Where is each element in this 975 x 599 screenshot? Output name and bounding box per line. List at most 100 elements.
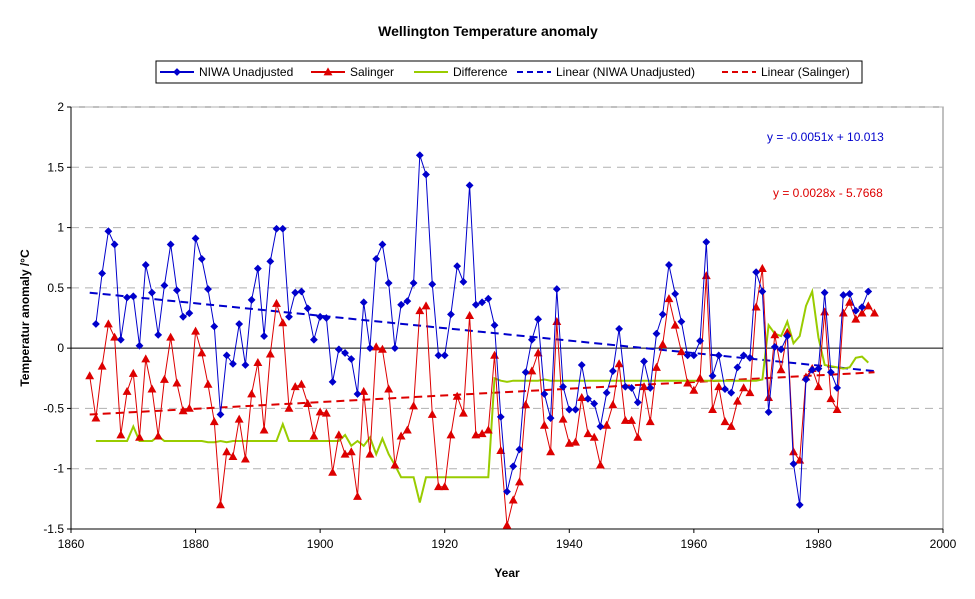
data-point <box>645 417 655 426</box>
data-point <box>141 261 150 269</box>
data-point <box>92 320 100 328</box>
series-difference <box>95 287 869 503</box>
data-point <box>689 351 698 360</box>
series-line <box>95 287 869 503</box>
data-point <box>515 445 524 454</box>
data-point <box>558 414 568 423</box>
data-point <box>98 269 107 278</box>
data-point <box>764 408 773 416</box>
y-tick-label: -1.5 <box>43 522 64 536</box>
data-point <box>670 320 680 329</box>
data-point <box>546 414 555 422</box>
data-point <box>384 279 393 287</box>
data-point <box>602 388 611 397</box>
data-point <box>695 373 705 382</box>
data-point <box>396 431 406 440</box>
data-point <box>197 348 207 357</box>
data-point <box>820 288 829 297</box>
data-point <box>751 302 761 311</box>
data-point <box>746 353 754 362</box>
data-point <box>110 332 120 341</box>
data-point <box>571 437 580 446</box>
data-point <box>203 379 213 388</box>
data-point <box>353 390 362 398</box>
data-point <box>564 438 574 447</box>
data-point <box>620 415 630 424</box>
data-point <box>166 332 176 341</box>
data-point <box>409 401 419 410</box>
data-point <box>122 386 132 395</box>
data-point <box>752 268 761 277</box>
data-point <box>290 382 300 391</box>
data-point <box>496 445 506 455</box>
data-point <box>758 287 767 296</box>
salinger-trend-equation: y = 0.0028x - 5.7668 <box>773 186 883 200</box>
data-point <box>440 482 450 491</box>
niwa-trend-equation: y = -0.0051x + 10.013 <box>767 130 884 144</box>
data-point <box>589 432 599 441</box>
x-tick-label: 1940 <box>556 537 583 551</box>
x-tick-label: 1880 <box>182 537 209 551</box>
data-point <box>172 378 182 387</box>
data-point <box>234 414 244 423</box>
data-point <box>446 430 456 439</box>
data-point <box>721 385 729 394</box>
data-point <box>808 365 817 374</box>
data-point <box>353 491 362 500</box>
data-point <box>253 357 263 366</box>
axes <box>67 106 944 533</box>
data-point <box>103 319 113 328</box>
data-point <box>141 354 151 363</box>
data-point <box>565 405 574 414</box>
data-point <box>297 287 306 296</box>
data-point <box>185 309 194 318</box>
data-point <box>509 462 518 471</box>
data-point <box>265 349 275 358</box>
data-point <box>260 332 268 340</box>
data-point <box>826 368 835 377</box>
data-point <box>733 363 742 372</box>
data-point <box>608 400 618 409</box>
data-point <box>676 347 686 356</box>
data-point <box>583 429 593 438</box>
data-point <box>664 294 674 303</box>
data-point <box>870 308 879 317</box>
x-tick-label: 1920 <box>431 537 458 551</box>
data-point <box>135 432 144 441</box>
data-point <box>584 394 592 403</box>
legend-label: Linear (NIWA Unadjusted) <box>556 65 695 79</box>
data-point <box>503 487 511 496</box>
data-point <box>272 224 281 233</box>
data-point <box>402 425 412 434</box>
data-point <box>154 330 163 339</box>
data-point <box>222 447 232 456</box>
data-point <box>757 263 767 272</box>
data-point <box>458 408 468 417</box>
data-point <box>197 255 206 263</box>
data-point <box>459 277 468 286</box>
data-point <box>726 421 736 430</box>
data-point <box>97 361 107 370</box>
data-point <box>453 262 462 271</box>
data-point <box>409 279 418 287</box>
data-point <box>160 281 169 290</box>
x-tick-label: 2000 <box>930 537 957 551</box>
data-point <box>483 425 493 434</box>
data-point <box>291 288 300 297</box>
data-point <box>85 371 95 380</box>
data-point <box>471 430 481 439</box>
data-point <box>858 303 866 312</box>
data-point <box>515 477 524 486</box>
data-point <box>359 298 368 307</box>
data-point <box>577 392 587 401</box>
data-point <box>465 310 475 319</box>
data-point <box>259 425 269 434</box>
data-point <box>415 306 425 315</box>
x-tick-label: 1960 <box>681 537 708 551</box>
data-point <box>384 384 394 393</box>
data-point <box>833 384 842 392</box>
data-point <box>123 293 131 302</box>
data-point <box>222 351 231 360</box>
data-point <box>652 362 661 371</box>
data-point <box>272 298 281 307</box>
